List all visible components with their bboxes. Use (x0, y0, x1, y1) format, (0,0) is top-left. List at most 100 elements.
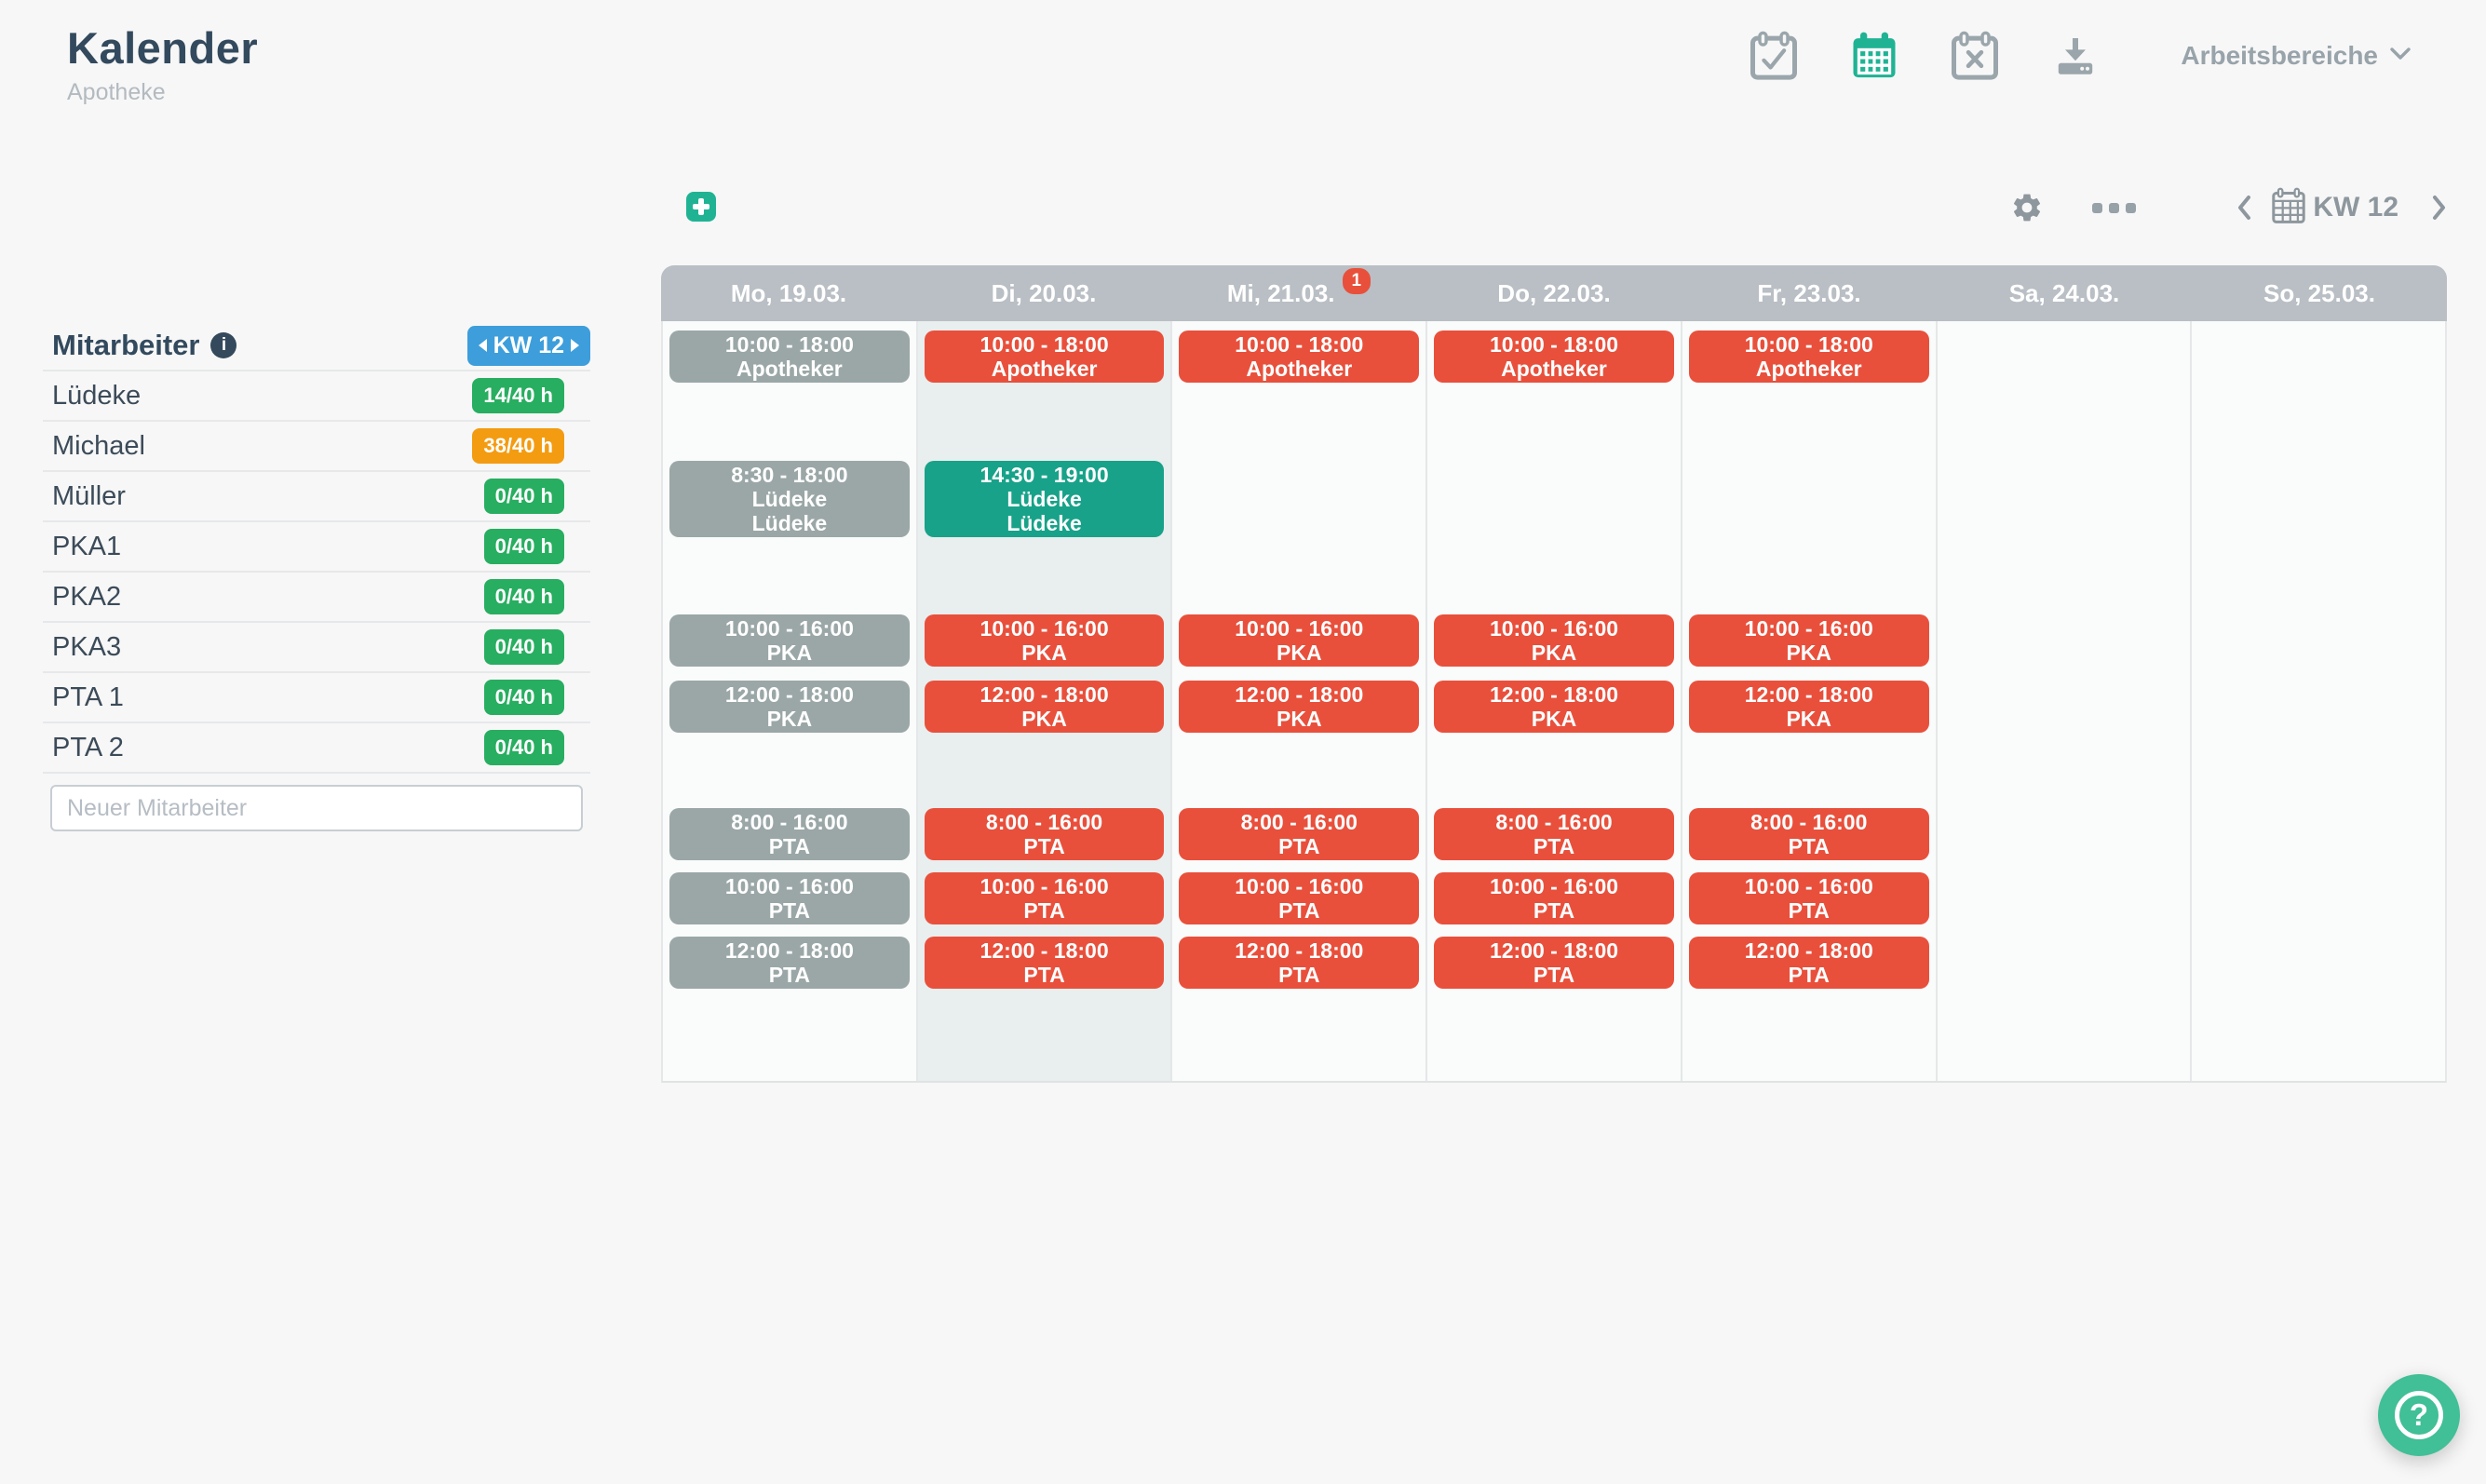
shift-block[interactable]: 10:00 - 16:00 PTA (1434, 872, 1674, 924)
day-column[interactable]: 10:00 - 18:00 Apotheker 14:30 - 19:00 Lüdek… (917, 321, 1173, 1081)
shift-block[interactable]: 10:00 - 18:00 Apotheker (669, 331, 910, 383)
shift-role: PTA (1278, 834, 1320, 858)
shift-block[interactable]: 8:30 - 18:00 Lüdeke Lüdeke (669, 461, 910, 537)
employee-row[interactable]: PTA 2 0/40 h (43, 722, 590, 772)
shift-block[interactable]: 10:00 - 16:00 PKA (1434, 614, 1674, 667)
shift-block[interactable]: 12:00 - 18:00 PTA (924, 937, 1165, 989)
employee-name: Lüdeke (52, 380, 142, 411)
day-column[interactable] (2192, 321, 2446, 1081)
shift-time: 8:00 - 16:00 (1750, 810, 1868, 834)
shift-time: 10:00 - 18:00 (1235, 332, 1364, 357)
shift-block[interactable]: 10:00 - 18:00 Apotheker (924, 331, 1165, 383)
day-header: Fr, 23.03. (1682, 265, 1937, 321)
shift-block[interactable]: 10:00 - 16:00 PKA (1179, 614, 1420, 667)
employee-row[interactable]: Michael 38/40 h (43, 420, 590, 470)
calendar-x-icon[interactable] (1952, 30, 1999, 82)
add-shift-button[interactable] (686, 192, 716, 222)
sidebar-header: Mitarbeiter i KW 12 (43, 321, 590, 370)
employee-row[interactable]: PKA2 0/40 h (43, 571, 590, 621)
shift-role: Apotheker (991, 357, 1098, 381)
shift-role: Apotheker (1501, 357, 1607, 381)
shift-role: Apotheker (736, 357, 843, 381)
day-column[interactable] (1937, 321, 2193, 1081)
employee-row[interactable]: PTA 1 0/40 h (43, 671, 590, 722)
shift-time: 8:00 - 16:00 (1495, 810, 1613, 834)
grid-header: Mo, 19.03. Di, 20.03. Mi, 21.03. 1 Do, 2… (661, 265, 2447, 321)
shift-block[interactable]: 14:30 - 19:00 Lüdeke Lüdeke (924, 461, 1165, 537)
shift-block[interactable]: 8:00 - 16:00 PTA (924, 808, 1165, 860)
shift-block[interactable]: 10:00 - 16:00 PTA (669, 872, 910, 924)
calendar-check-icon[interactable] (1750, 30, 1798, 82)
employee-hours-badge: 0/40 h (483, 579, 564, 614)
shift-role: PTA (1533, 963, 1575, 987)
shift-block[interactable]: 12:00 - 18:00 PKA (1688, 681, 1929, 733)
employee-name: Müller (52, 480, 126, 511)
conflict-badge[interactable]: 1 (1342, 268, 1371, 294)
shift-role: Lüdeke (751, 511, 828, 535)
week-next-icon[interactable] (571, 339, 579, 352)
day-header: So, 25.03. (2192, 265, 2447, 321)
day-column[interactable]: 10:00 - 18:00 Apotheker 10:00 - 16:00 PKA 12… (1427, 321, 1682, 1081)
day-label: Fr, 23.03. (1757, 278, 1861, 307)
employee-row[interactable]: PKA1 0/40 h (43, 520, 590, 571)
employee-hours-badge: 0/40 h (483, 680, 564, 715)
sidebar-week-badge[interactable]: KW 12 (466, 325, 590, 366)
week-picker[interactable]: KW 12 (2272, 187, 2398, 229)
workspaces-dropdown[interactable]: Arbeitsbereiche (2181, 41, 2412, 71)
employee-row[interactable]: Lüdeke 14/40 h (43, 370, 590, 420)
shift-time: 10:00 - 16:00 (1235, 616, 1364, 641)
download-icon[interactable] (2052, 30, 2099, 82)
new-employee-input[interactable] (50, 785, 583, 831)
shift-role: PKA (1021, 707, 1067, 731)
calendar-toolbar: KW 12 (661, 184, 2451, 231)
shift-block[interactable]: 12:00 - 18:00 PKA (924, 681, 1165, 733)
day-header: Di, 20.03. (916, 265, 1171, 321)
day-column[interactable]: 10:00 - 18:00 Apotheker 8:30 - 18:00 Lüdeke… (663, 321, 918, 1081)
settings-gear-icon[interactable] (2010, 191, 2044, 224)
shift-time: 10:00 - 18:00 (724, 332, 854, 357)
shift-block[interactable]: 8:00 - 16:00 PTA (1688, 808, 1929, 860)
shift-block[interactable]: 10:00 - 16:00 PKA (669, 614, 910, 667)
next-week-chevron[interactable] (2426, 193, 2451, 223)
shift-block[interactable]: 12:00 - 18:00 PKA (1179, 681, 1420, 733)
employee-sidebar: Mitarbeiter i KW 12 Lüdeke 14/40 h Micha… (43, 321, 590, 831)
employee-row[interactable]: Müller 0/40 h (43, 470, 590, 520)
shift-block[interactable]: 12:00 - 18:00 PTA (669, 937, 910, 989)
shift-block[interactable]: 12:00 - 18:00 PKA (1434, 681, 1674, 733)
shift-time: 12:00 - 18:00 (980, 938, 1109, 963)
employee-name: PTA 2 (52, 732, 124, 762)
shift-block[interactable]: 10:00 - 18:00 Apotheker (1688, 331, 1929, 383)
shift-block[interactable]: 8:00 - 16:00 PTA (669, 808, 910, 860)
more-options-icon[interactable] (2092, 202, 2137, 213)
shift-time: 12:00 - 18:00 (980, 682, 1109, 707)
shift-block[interactable]: 10:00 - 16:00 PTA (924, 872, 1165, 924)
shift-block[interactable]: 10:00 - 18:00 Apotheker (1179, 331, 1420, 383)
shift-block[interactable]: 8:00 - 16:00 PTA (1434, 808, 1674, 860)
week-prev-icon[interactable] (478, 339, 487, 352)
shift-block[interactable]: 12:00 - 18:00 PTA (1688, 937, 1929, 989)
calendar-grid-icon-active[interactable] (1851, 30, 1898, 82)
employee-name: PTA 1 (52, 681, 124, 712)
info-icon[interactable]: i (210, 332, 237, 358)
help-button[interactable]: ? (2378, 1374, 2460, 1456)
shift-block[interactable]: 8:00 - 16:00 PTA (1179, 808, 1420, 860)
day-column[interactable]: 10:00 - 18:00 Apotheker 10:00 - 16:00 PKA 12… (1682, 321, 1938, 1081)
employee-hours-badge: 0/40 h (483, 529, 564, 564)
shift-time: 12:00 - 18:00 (724, 682, 854, 707)
employee-row[interactable]: PKA3 0/40 h (43, 621, 590, 671)
shift-time: 10:00 - 16:00 (1744, 874, 1873, 898)
shift-block[interactable]: 12:00 - 18:00 PTA (1434, 937, 1674, 989)
day-column[interactable]: 10:00 - 18:00 Apotheker 10:00 - 16:00 PKA 12… (1172, 321, 1428, 1081)
shift-time: 10:00 - 16:00 (1235, 874, 1364, 898)
shift-block[interactable]: 10:00 - 16:00 PTA (1179, 872, 1420, 924)
shift-time: 10:00 - 16:00 (1744, 616, 1873, 641)
shift-block[interactable]: 12:00 - 18:00 PKA (669, 681, 910, 733)
shift-time: 12:00 - 18:00 (1489, 682, 1619, 707)
shift-role: PKA (1531, 707, 1577, 731)
shift-block[interactable]: 10:00 - 18:00 Apotheker (1434, 331, 1674, 383)
shift-block[interactable]: 10:00 - 16:00 PKA (924, 614, 1165, 667)
shift-block[interactable]: 12:00 - 18:00 PTA (1179, 937, 1420, 989)
shift-block[interactable]: 10:00 - 16:00 PKA (1688, 614, 1929, 667)
shift-block[interactable]: 10:00 - 16:00 PTA (1688, 872, 1929, 924)
prev-week-chevron[interactable] (2233, 193, 2257, 223)
